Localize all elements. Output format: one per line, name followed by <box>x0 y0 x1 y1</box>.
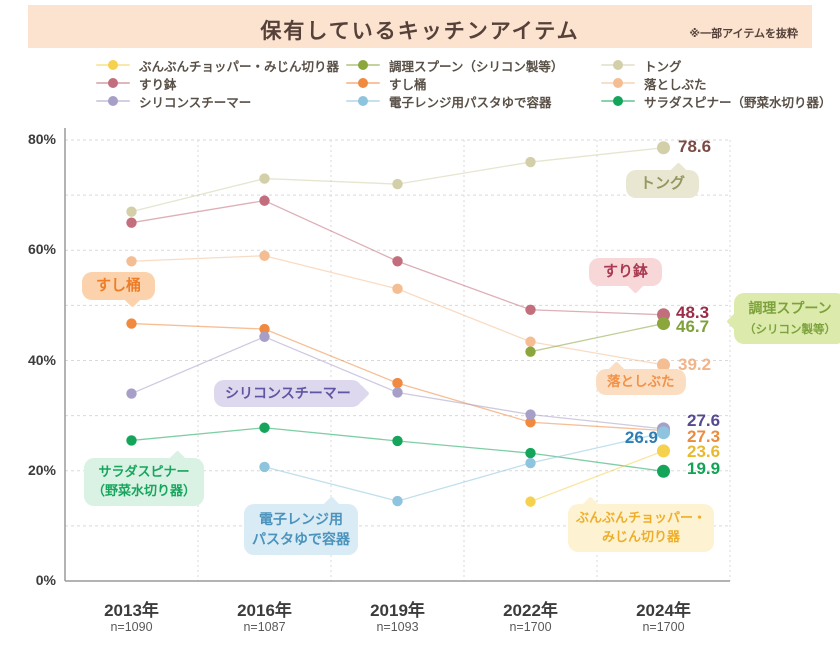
legend-marker-icon <box>601 60 635 70</box>
annotation-spinner: サラダスピナー （野菜水切り器） <box>84 450 205 506</box>
x-axis-sample-size: n=1093 <box>376 620 419 634</box>
value-label-suribachi: 48.3 <box>676 303 710 322</box>
value-label-chopper: 23.6 <box>687 442 721 461</box>
legend-marker-icon <box>346 60 380 70</box>
legend-column-2: 調理スプーン（シリコン製等） すし桶電子レンジ用パスタゆで容器 <box>346 56 563 110</box>
x-axis-year-label: 2019年 <box>370 601 425 620</box>
legend-label: サラダスピナー（野菜水切り器） <box>644 95 832 110</box>
legend-label: すり鉢 <box>139 77 177 92</box>
title-note: ※一部アイテムを抜粋 <box>689 28 798 40</box>
annotation-otoshibuta: 落としぶた <box>596 361 686 396</box>
legend-label: 電子レンジ用パスタゆで容器 <box>389 95 552 110</box>
legend-item: 調理スプーン（シリコン製等） <box>346 56 563 74</box>
annotation-sushioke: すし桶 <box>82 272 156 308</box>
legend-label: 落としぶた <box>644 77 707 92</box>
legend-marker-icon <box>96 60 130 70</box>
value-label-otoshibuta: 39.2 <box>678 355 712 374</box>
x-axis-sample-size: n=1090 <box>110 620 153 634</box>
x-axis-sample-size: n=1700 <box>509 620 552 634</box>
y-tick-label: 40% <box>27 351 56 368</box>
x-axis-year-label: 2016年 <box>237 601 292 620</box>
legend-marker-icon <box>346 78 380 88</box>
legend-column-3: トング落としぶたサラダスピナー（野菜水切り器） <box>601 56 832 110</box>
value-label-sushioke: 27.3 <box>687 427 721 446</box>
annotation-spoon: 調理スプーン （シリコン製等） <box>726 293 840 344</box>
legend-label: ぶんぶんチョッパー・みじん切り器 <box>139 59 340 74</box>
legend-label: すし桶 <box>389 77 427 92</box>
annotation-tong: トング <box>626 162 700 198</box>
chart-legend: ぶんぶんチョッパー・みじん切り器 すり鉢シリコンスチーマー 調理スプーン（シリコン… <box>0 56 840 112</box>
legend-label: シリコンスチーマー <box>139 95 252 110</box>
legend-item: シリコンスチーマー <box>96 92 339 110</box>
legend-label: トング <box>644 59 682 74</box>
y-tick-label: 60% <box>27 241 56 258</box>
y-tick-label: 80% <box>27 131 56 147</box>
legend-item: すり鉢 <box>96 74 339 92</box>
legend-marker-icon <box>96 96 130 106</box>
y-tick-label: 0% <box>35 572 56 588</box>
annotation-pasta: 電子レンジ用 パスタゆで容器 <box>244 496 358 555</box>
x-axis-year-label: 2013年 <box>104 601 159 620</box>
x-axis-year-label: 2022年 <box>503 601 558 620</box>
legend-marker-icon <box>346 96 380 106</box>
title-banner: 保有しているキッチンアイテム ※一部アイテムを抜粋 <box>28 5 812 48</box>
x-axis-year-label: 2024年 <box>636 601 691 620</box>
x-axis-sample-size: n=1087 <box>243 620 286 634</box>
annotation-chopper: ぶんぶんチョッパー・ みじん切り器 <box>568 496 715 552</box>
y-tick-label: 20% <box>27 461 56 478</box>
legend-item: 落としぶた <box>601 74 832 92</box>
value-label-spinner: 19.9 <box>687 459 721 478</box>
value-label-pasta: 26.9 <box>624 428 658 447</box>
legend-item: サラダスピナー（野菜水切り器） <box>601 92 832 110</box>
x-axis-sample-size: n=1700 <box>642 620 685 634</box>
legend-label: 調理スプーン（シリコン製等） <box>389 59 564 74</box>
value-label-steamer: 27.6 <box>687 411 721 430</box>
legend-item: すし桶 <box>346 74 563 92</box>
legend-column-1: ぶんぶんチョッパー・みじん切り器 すり鉢シリコンスチーマー <box>96 56 339 110</box>
value-label-tong: 78.6 <box>678 137 712 156</box>
annotation-suribachi: すり鉢 <box>589 258 663 294</box>
legend-item: トング <box>601 56 832 74</box>
legend-marker-icon <box>601 96 635 106</box>
annotation-steamer: シリコンスチーマー <box>214 380 370 407</box>
legend-item: 電子レンジ用パスタゆで容器 <box>346 92 563 110</box>
legend-marker-icon <box>96 78 130 88</box>
value-label-spoon: 46.7 <box>676 317 710 336</box>
legend-item: ぶんぶんチョッパー・みじん切り器 <box>96 56 339 74</box>
page-title: 保有しているキッチンアイテム <box>260 20 580 43</box>
legend-marker-icon <box>601 78 635 88</box>
